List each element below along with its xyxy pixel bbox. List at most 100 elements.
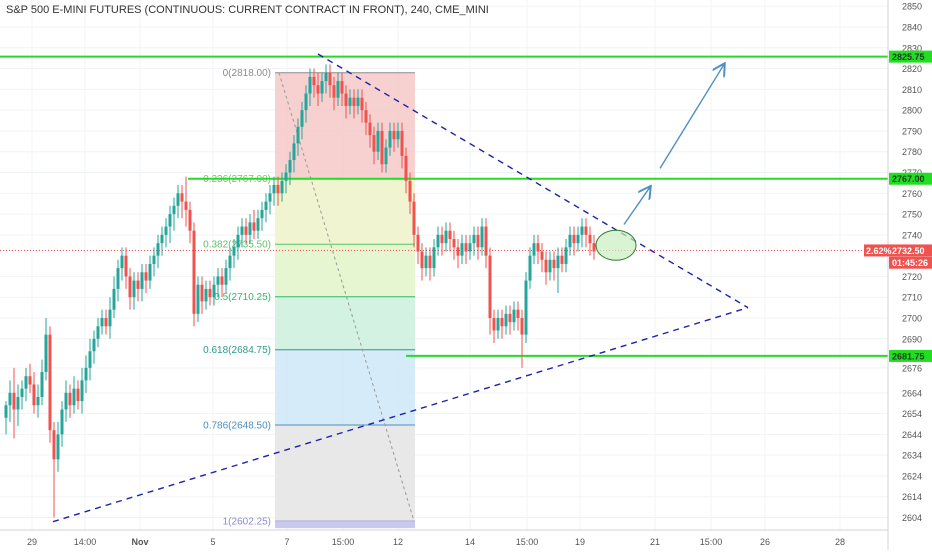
candle-body — [300, 110, 304, 127]
candle-body — [516, 309, 520, 318]
y-tick-label: 2676 — [902, 363, 922, 373]
fib-level-label: 1(2602.25) — [223, 517, 271, 528]
candle-body — [568, 234, 572, 248]
candle-body — [152, 255, 156, 264]
candle-body — [340, 81, 344, 94]
candle-body — [540, 251, 544, 260]
candle-body — [20, 388, 24, 397]
candle-body — [444, 230, 448, 244]
price-label-text: 2767.00 — [892, 174, 925, 184]
candle-body — [376, 130, 380, 152]
candle-body — [268, 193, 272, 202]
candle-body — [224, 268, 228, 285]
candle-body — [388, 130, 392, 148]
candle-body — [72, 388, 76, 406]
candle-body — [276, 184, 280, 194]
y-tick-label: 2710 — [902, 293, 922, 303]
candle-body — [176, 193, 180, 206]
candle-body — [80, 380, 84, 402]
x-tick-label: Nov — [131, 537, 148, 547]
candle-body — [64, 392, 68, 410]
x-tick-label: 14:00 — [74, 537, 97, 547]
candle-body — [456, 247, 460, 256]
candlesticks — [4, 64, 596, 518]
candle-body — [452, 239, 456, 248]
candle-body — [552, 259, 556, 269]
fib-level-label: 0.618(2684.75) — [203, 345, 271, 356]
candle-body — [216, 276, 220, 285]
y-tick-label: 2760 — [902, 189, 922, 199]
candle-body — [52, 430, 56, 460]
y-tick-label: 2740 — [902, 230, 922, 240]
y-tick-label: 2644 — [902, 430, 922, 440]
horizontal-support-lines — [0, 55, 888, 357]
candle-body — [240, 226, 244, 235]
y-tick-label: 2720 — [902, 272, 922, 282]
x-tick-label: 29 — [27, 537, 37, 547]
candle-body — [488, 255, 492, 318]
candle-body — [284, 172, 288, 181]
candle-body — [572, 234, 576, 244]
candle-body — [588, 234, 592, 244]
candle-body — [432, 247, 436, 269]
price-label-text: 2732.50 — [892, 246, 925, 256]
candle-body — [304, 93, 308, 111]
candle-body — [480, 226, 484, 248]
candle-body — [212, 284, 216, 298]
price-label-box — [889, 172, 932, 185]
candle-body — [228, 255, 232, 269]
candle-body — [156, 243, 160, 256]
candle-body — [248, 222, 252, 235]
candle-body — [564, 247, 568, 264]
fib-level-label: 0.5(2710.25) — [214, 292, 271, 303]
candle-body — [404, 155, 408, 181]
candle-body — [256, 218, 260, 231]
fib-zone — [275, 178, 415, 245]
percent-change-box — [864, 244, 889, 257]
candle-body — [136, 280, 140, 289]
price-label-box — [889, 256, 932, 269]
candle-body — [260, 209, 264, 219]
price-label-box — [889, 349, 932, 362]
candle-body — [232, 247, 236, 256]
x-tick-label: 21 — [650, 537, 660, 547]
trend-lines — [52, 53, 749, 523]
candle-body — [148, 263, 152, 281]
candle-body — [508, 313, 512, 323]
candle-body — [468, 243, 472, 252]
chart-title: S&P 500 E-MINI FUTURES (CONTINUOUS: CURR… — [6, 4, 489, 16]
candle-body — [32, 384, 36, 406]
candle-body — [484, 226, 488, 256]
x-tick-label: 14 — [465, 537, 475, 547]
candle-body — [428, 255, 432, 269]
y-tick-label: 2750 — [902, 210, 922, 220]
candle-body — [60, 409, 64, 435]
candle-body — [168, 214, 172, 227]
candle-body — [36, 396, 40, 406]
y-tick-label: 2820 — [902, 64, 922, 74]
price-label-text: 2825.75 — [892, 52, 925, 62]
annotations — [595, 64, 724, 261]
candle-body — [392, 130, 396, 140]
candle-body — [244, 226, 248, 235]
price-label-text: 2681.75 — [892, 351, 925, 361]
candle-body — [140, 272, 144, 289]
candle-body — [68, 392, 72, 406]
candle-body — [28, 376, 32, 385]
fib-zone — [275, 349, 415, 426]
x-tick-label: 26 — [760, 537, 770, 547]
y-tick-label: 2624 — [902, 471, 922, 481]
candle-body — [116, 268, 120, 289]
candle-body — [396, 130, 400, 140]
candle-body — [312, 76, 316, 86]
fib-zone — [275, 425, 415, 522]
candle-body — [192, 230, 196, 314]
candle-body — [504, 313, 508, 327]
candle-body — [316, 85, 320, 94]
candle-body — [172, 205, 176, 215]
candle-body — [384, 147, 388, 165]
candle-body — [536, 243, 540, 252]
candle-body — [40, 372, 44, 397]
